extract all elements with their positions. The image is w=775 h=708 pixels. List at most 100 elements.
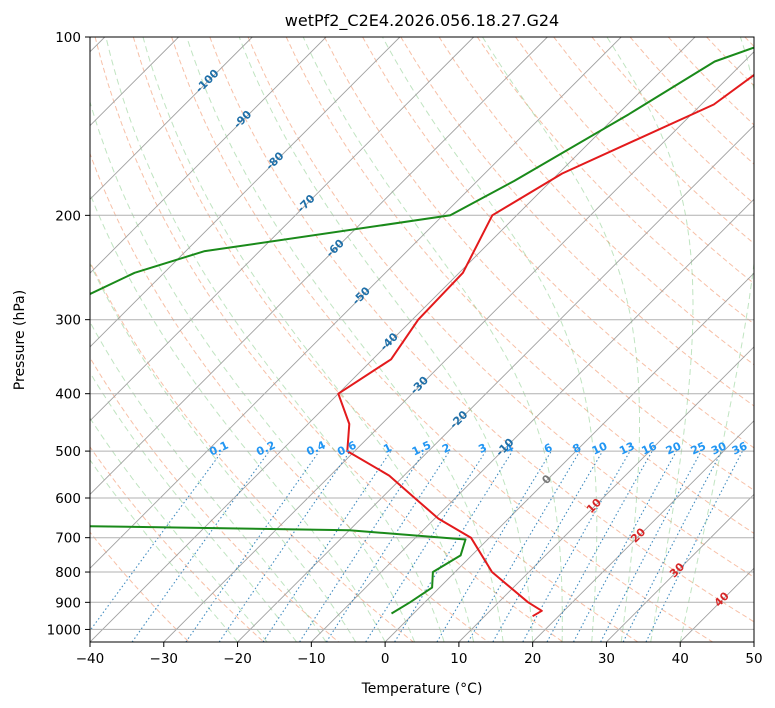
isotherm-line — [90, 37, 475, 422]
mixing-ratio-label: 25 — [689, 439, 708, 457]
mixing-ratio-line — [600, 450, 702, 642]
y-axis-ticks: 100 200 300 400 500 600 700 800 900 1000 — [47, 30, 90, 638]
chart-title: wetPf2_C2E4.2026.056.18.27.G24 — [285, 11, 559, 31]
pressure-gridlines — [90, 37, 754, 630]
isotherm-line — [90, 37, 696, 642]
isotherm-line — [753, 641, 754, 642]
y-tick-label: 300 — [55, 313, 81, 329]
dry-adiabat-line — [285, 37, 754, 535]
moist-adiabat-line — [90, 192, 386, 642]
isotherm-line — [679, 567, 754, 642]
moist-adiabat-line — [90, 100, 416, 642]
moist-adiabat-line — [90, 262, 357, 642]
dry-adiabat-line — [438, 37, 754, 366]
dry-adiabat-line — [90, 356, 339, 642]
moist-adiabat-line — [679, 37, 754, 642]
mixing-ratio-line — [325, 450, 450, 642]
x-tick-label: 30 — [598, 651, 615, 667]
dry-adiabat-line — [629, 37, 754, 165]
isotherm-line — [90, 37, 622, 569]
x-axis-label: Temperature (°C) — [361, 681, 483, 697]
moist-adiabat-line — [186, 37, 504, 642]
isotherm-line — [310, 198, 754, 642]
x-axis-ticks: −40 −30 −20 −10 0 10 20 30 40 50 — [76, 642, 763, 667]
x-tick-label: 10 — [450, 651, 467, 667]
mixing-ratio-label: 16 — [640, 439, 660, 457]
y-tick-label: 200 — [55, 208, 81, 224]
moist-adiabat-line — [238, 37, 534, 642]
y-tick-label: 500 — [55, 444, 81, 460]
y-tick-label: 100 — [55, 30, 81, 46]
mixing-ratio-label: 0.4 — [304, 438, 327, 458]
mixing-ratio-line — [262, 450, 392, 642]
mixing-ratio-line — [394, 450, 513, 642]
isotherm-line — [90, 37, 548, 496]
mixing-ratio-label: 10 — [590, 439, 610, 457]
dry-adiabat-line — [132, 37, 639, 642]
profile-line-1 — [337, 73, 754, 618]
mixing-ratio-label: 30 — [709, 439, 729, 457]
mixing-ratio-line — [522, 450, 631, 642]
dry-adiabat-line — [94, 37, 564, 642]
dry-adiabat-line — [90, 446, 265, 642]
isotherm-label: -80 — [263, 149, 286, 172]
x-tick-label: 50 — [745, 651, 762, 667]
isotherm-line — [606, 493, 754, 642]
isotherm-label: 10 — [584, 496, 604, 516]
mixing-ratio-line — [185, 450, 320, 642]
x-tick-label: 20 — [524, 651, 541, 667]
mixing-ratio-label: 1.5 — [410, 439, 433, 459]
mixing-ratio-line — [90, 450, 223, 632]
isotherm-line — [532, 420, 754, 642]
isotherm-label: -60 — [324, 236, 347, 259]
mixing-ratio-label: 0.2 — [254, 439, 277, 459]
y-tick-label: 700 — [55, 531, 81, 547]
isotherm-line — [458, 346, 754, 642]
mixing-ratio-line — [467, 450, 581, 642]
moist-adiabat-line — [90, 417, 268, 642]
mixing-ratio-label: 0.1 — [207, 439, 230, 459]
moist-adiabat-line — [302, 37, 563, 642]
moist-adiabat-line — [90, 371, 297, 642]
mixing-ratio-line — [299, 450, 426, 642]
moist-adiabat-line — [90, 321, 327, 642]
y-tick-label: 900 — [55, 595, 81, 611]
y-tick-label: 400 — [55, 387, 81, 403]
profile-line-2 — [90, 46, 754, 615]
moist-adiabat-line — [105, 37, 445, 642]
mixing-ratio-label: 1 — [381, 441, 393, 456]
dry-adiabat-line — [706, 37, 754, 87]
mixing-ratio-label: 2 — [440, 441, 452, 456]
isotherm-line — [384, 272, 754, 642]
dry-adiabat-line — [247, 37, 754, 578]
dry-adiabat-line — [90, 260, 414, 642]
isotherm-line — [90, 37, 327, 274]
dry-adiabat-line — [209, 37, 754, 623]
isotherm-label: 0 — [539, 472, 554, 487]
dry-adiabat-line — [591, 37, 754, 205]
dry-adiabat-line — [400, 37, 754, 407]
mixing-ratio-line — [131, 450, 270, 642]
dry-adiabat-line — [90, 152, 489, 642]
dry-adiabat-line — [744, 37, 754, 47]
isotherm-label: -90 — [231, 108, 254, 131]
mixing-ratio-label: 20 — [664, 439, 684, 457]
isotherm-label: -20 — [447, 408, 470, 431]
dry-adiabat-line — [515, 37, 754, 285]
isotherm-line — [90, 37, 253, 200]
y-tick-label: 1000 — [47, 622, 81, 638]
mixing-ratio-line — [218, 450, 351, 642]
mixing-ratio-line — [645, 450, 743, 642]
isotherm-line — [163, 51, 754, 642]
moist-adiabat-line — [142, 37, 475, 642]
y-axis-label: Pressure (hPa) — [12, 290, 28, 390]
x-tick-label: −30 — [150, 651, 179, 667]
isotherm-label: -100 — [193, 67, 222, 96]
dry-adiabat-line — [476, 37, 754, 325]
moist-adiabat-line — [382, 37, 598, 642]
isotherm-label: -70 — [294, 192, 317, 215]
isotherm-line — [237, 124, 754, 642]
y-tick-label: 600 — [55, 491, 81, 507]
dry-adiabat-line — [90, 531, 190, 642]
